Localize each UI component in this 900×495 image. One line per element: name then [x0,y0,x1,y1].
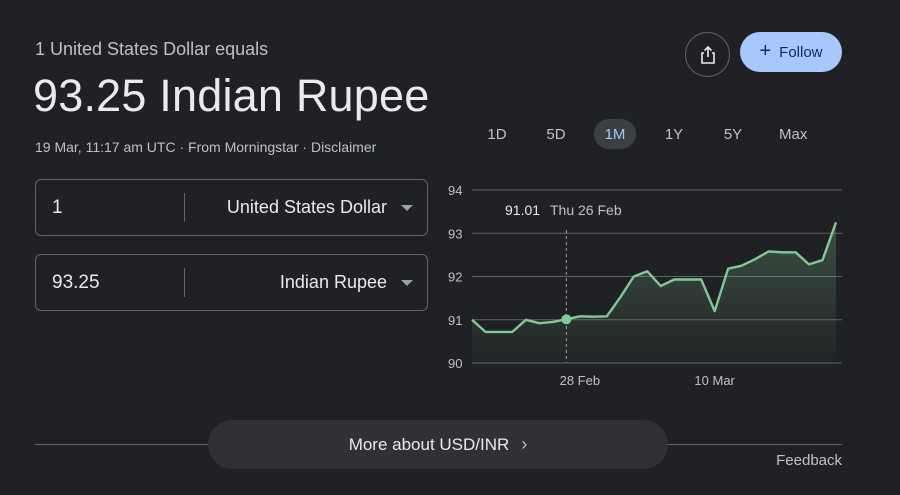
tab-1y[interactable]: 1Y [664,125,684,143]
feedback-link[interactable]: Feedback [776,452,842,469]
conversion-result: 93.25 Indian Rupee [33,70,430,121]
divider-left [35,444,210,445]
y-tick-label: 90 [448,356,462,371]
separator: · [298,139,311,155]
series-area [472,222,836,363]
share-icon [700,45,715,64]
meta-line: 19 Mar, 11:17 am UTC · From Morningstar … [35,139,376,155]
y-tick-label: 94 [448,183,462,198]
x-tick-label: 28 Feb [560,373,600,388]
disclaimer-link[interactable]: Disclaimer [310,139,377,155]
divider-right [666,444,842,445]
timestamp: 19 Mar, 11:17 am UTC [35,139,176,155]
series-line [471,221,838,334]
divider [184,193,185,222]
to-currency-select[interactable]: Indian Rupee [279,272,387,292]
tab-1m[interactable]: 1M [594,119,636,149]
conversion-subtitle: 1 United States Dollar equals [35,39,269,59]
follow-button[interactable]: + Follow [740,32,842,72]
from-amount-input[interactable]: 1 [52,197,63,218]
tab-5d[interactable]: 5D [546,125,566,143]
separator: · [175,139,189,155]
follow-label: Follow [779,43,823,61]
divider [184,268,185,297]
share-button[interactable] [685,32,730,77]
y-tick-label: 91 [448,313,462,328]
chevron-down-icon[interactable] [401,205,413,211]
range-tabs: 1D 5D 1M 1Y 5Y Max [470,119,840,149]
to-currency-box: 93.25 Indian Rupee [35,254,428,311]
source-link[interactable]: From Morningstar [188,139,299,155]
tab-1d[interactable]: 1D [487,125,507,143]
chevron-right-icon: › [521,434,528,454]
tab-max[interactable]: Max [779,125,808,143]
y-tick-label: 92 [448,270,462,285]
y-tick-label: 93 [448,226,462,241]
chevron-down-icon[interactable] [401,280,413,286]
from-currency-box: 1 United States Dollar [35,179,428,236]
more-about-label: More about USD/INR [348,434,510,454]
tab-5y[interactable]: 5Y [723,125,743,143]
x-tick-label: 10 Mar [694,373,735,388]
hover-point [561,314,572,325]
more-about-button[interactable]: More about USD/INR › [208,420,668,469]
to-amount-input[interactable]: 93.25 [52,272,100,293]
plus-icon: + [759,40,772,62]
tooltip-date: Thu 26 Feb [550,202,622,218]
from-currency-select[interactable]: United States Dollar [226,197,387,217]
tooltip-value: 91.01 [505,202,540,218]
tooltip-box [493,194,635,226]
